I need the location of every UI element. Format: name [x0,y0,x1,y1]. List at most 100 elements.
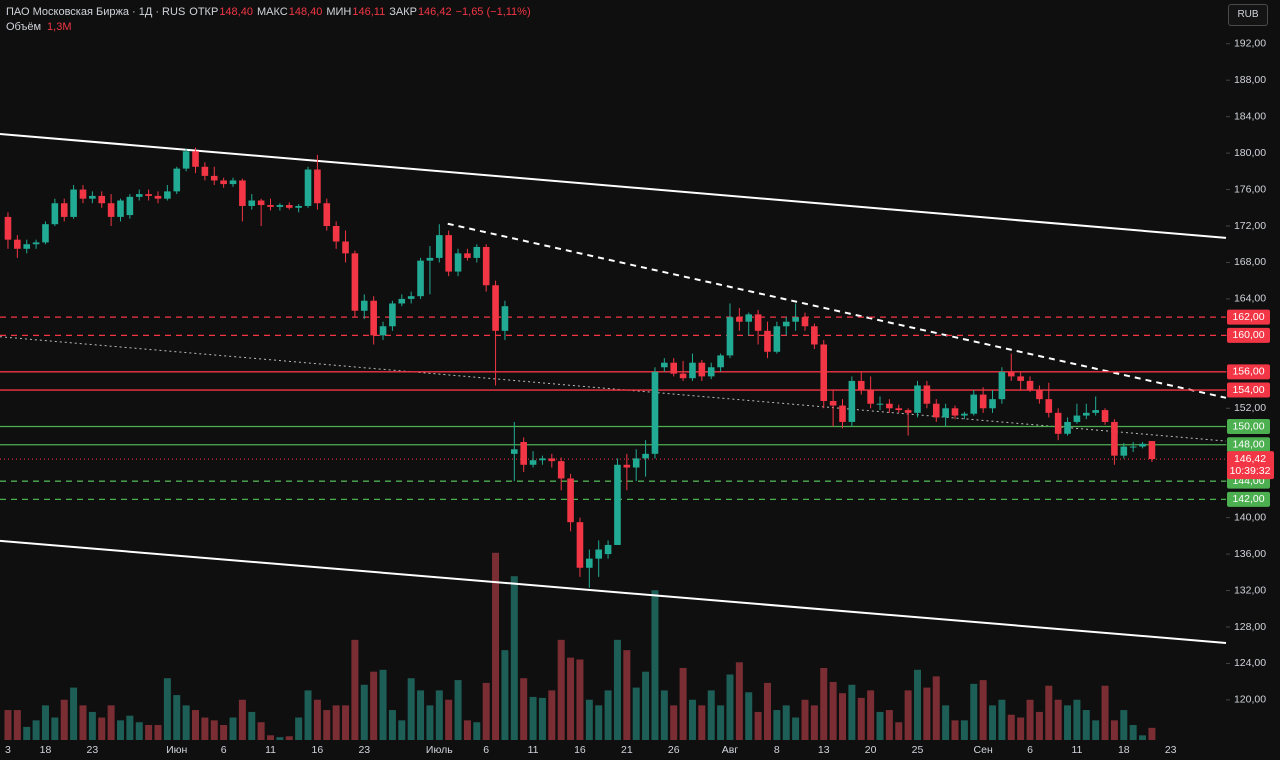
volume-bar [838,693,846,740]
y-tick-label: 168,00 [1234,256,1266,268]
level-label-box [1227,419,1270,435]
volume-bar [398,720,406,740]
volume-bar [1054,699,1062,740]
y-tick-label: 164,00 [1234,293,1266,305]
candle-body [79,189,87,199]
candle-body [623,464,631,468]
x-tick-label: 6 [221,744,227,756]
candle-body [1017,376,1024,381]
x-tick-label: 16 [574,744,586,756]
candle-body [98,195,106,204]
x-tick-label: 16 [312,744,324,756]
candle-body [886,403,893,409]
candle-body [539,458,546,461]
candle-body [1036,390,1043,400]
x-tick-label: Сен [974,744,993,756]
x-tick-label: 23 [87,744,99,756]
candle-body [398,298,406,304]
volume-bar [435,690,443,740]
volume-bar [810,705,818,740]
volume-bar [492,552,500,740]
candle-body [295,205,302,208]
candle-body [426,257,434,261]
volume-bar [1148,727,1156,740]
volume-bar [379,669,387,740]
volume-bar [567,657,575,740]
candle-body [932,403,940,418]
volume-bar [88,711,96,740]
volume-bar [4,710,12,740]
volume-bar [717,705,725,740]
candle-body [107,203,115,217]
candle-body [651,371,659,454]
candle-body [379,326,387,336]
candle-body [792,317,799,322]
y-tick-label: 172,00 [1234,220,1266,232]
candle-body [492,285,499,331]
candle-body [323,203,331,227]
volume-bar [313,699,321,740]
candle-body [351,253,359,311]
volume-bar [857,697,865,740]
trendline [447,222,1227,399]
volume-bar [998,699,1006,740]
volume-bar [173,695,181,740]
candle-body [904,410,912,413]
candle-body [192,151,199,167]
volume-bar [1045,685,1053,740]
level-label: 142,00 [1232,493,1264,505]
candle-body [876,403,884,405]
volume-bar [960,720,968,740]
volume-bar [1129,725,1137,740]
level-label: 156,00 [1232,366,1264,378]
volume-bar [1082,710,1090,740]
volume-bar [520,678,528,740]
x-tick-label: 18 [1118,744,1130,756]
candle-body [1101,410,1109,422]
candle-body [998,371,1006,400]
currency-button[interactable]: RUB [1228,4,1268,26]
volume-bar [595,705,603,740]
volume-bar [1073,699,1081,740]
y-tick-label: 192,00 [1234,38,1266,50]
y-tick-label: 140,00 [1234,511,1266,523]
volume-bar [407,678,415,740]
volume-bar [248,711,256,740]
volume-bar [951,720,959,740]
volume-bar [604,690,612,740]
volume-bar [135,722,143,740]
candle-body [220,180,227,185]
candle-body [1064,421,1071,434]
volume-bar [970,683,978,740]
level-label-box [1227,491,1270,507]
level-label: 148,00 [1232,439,1264,451]
candle-body [276,205,284,207]
candle-body [707,367,715,377]
volume-bar [904,690,912,740]
candle-body [239,180,246,206]
candle-body [267,205,274,207]
volume-bar [79,705,87,740]
volume-bar [773,710,781,740]
candle-body [801,317,809,327]
volume-bar [876,711,884,740]
volume-bar [201,717,209,740]
candle-body [1129,446,1137,448]
candle-body [764,330,771,352]
volume-bar [557,639,565,740]
candle-body [314,169,321,204]
candle-body [726,317,734,356]
volume-bar [60,699,68,740]
change: −1,65 (−1,11%) [455,6,531,18]
candle-body [745,314,753,322]
volume-bar [182,705,190,740]
y-tick-label: 184,00 [1234,110,1266,122]
volume-bar [754,711,762,740]
candle-body [1111,421,1118,456]
volume-bar [829,681,837,740]
x-tick-label: 20 [865,744,877,756]
symbol: ПАО Московская Биржа · 1Д · RUS [6,6,186,18]
x-tick-label: Июль [426,744,453,756]
volume-bar [229,717,237,740]
field-value: 148,40 [219,6,253,18]
